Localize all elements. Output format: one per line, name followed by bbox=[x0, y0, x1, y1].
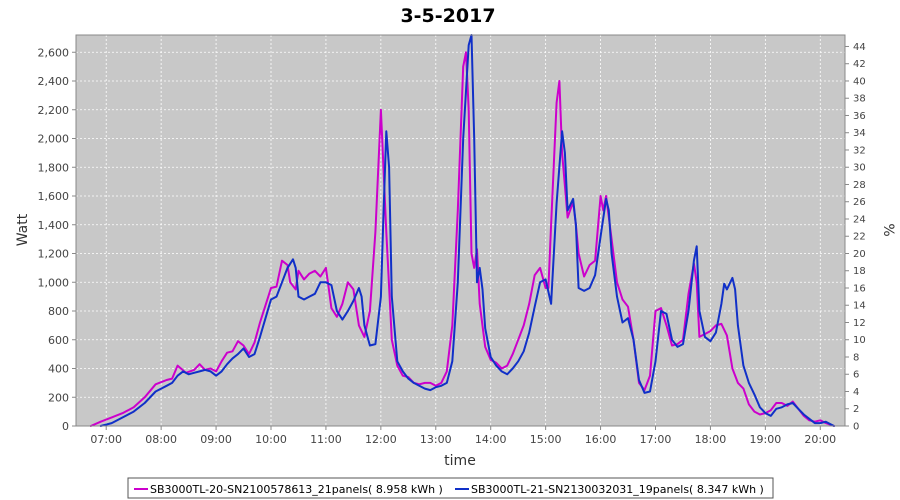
y2-tick-label: 30 bbox=[853, 163, 866, 174]
plot-border bbox=[75, 34, 846, 427]
x-tick-label: 18:00 bbox=[695, 433, 727, 446]
y-tick-label: 2,600 bbox=[38, 46, 70, 59]
y2-tick-label: 28 bbox=[853, 180, 866, 191]
y2-tick-label: 20 bbox=[853, 249, 866, 260]
y2-axis-label: % bbox=[880, 223, 896, 236]
y2-tick-label: 40 bbox=[853, 76, 866, 87]
y-tick-label: 1,200 bbox=[38, 248, 70, 261]
y-tick-label: 600 bbox=[48, 334, 69, 347]
x-tick-label: 16:00 bbox=[585, 433, 617, 446]
y-axis-right: 0246810121416182022242628303234363840424… bbox=[845, 42, 866, 433]
y2-tick-label: 0 bbox=[853, 422, 859, 433]
y2-tick-label: 24 bbox=[853, 214, 866, 225]
legend-entry-series-1: SB3000TL-20-SN2100578613_21panels( 8.958… bbox=[150, 483, 443, 496]
x-tick-label: 17:00 bbox=[640, 433, 672, 446]
x-tick-label: 20:00 bbox=[804, 433, 836, 446]
x-tick-label: 10:00 bbox=[255, 433, 287, 446]
x-tick-label: 12:00 bbox=[365, 433, 397, 446]
y2-tick-label: 44 bbox=[853, 42, 866, 53]
y-tick-label: 2,000 bbox=[38, 133, 70, 146]
y2-tick-label: 16 bbox=[853, 283, 866, 294]
series-line-1 bbox=[89, 51, 835, 427]
y2-tick-label: 34 bbox=[853, 128, 866, 139]
legend: SB3000TL-20-SN2100578613_21panels( 8.958… bbox=[127, 477, 774, 499]
y-tick-label: 1,800 bbox=[38, 161, 70, 174]
y2-tick-label: 2 bbox=[853, 404, 859, 415]
y2-tick-label: 14 bbox=[853, 301, 866, 312]
y2-tick-label: 6 bbox=[853, 370, 859, 381]
x-axis-label: time bbox=[444, 453, 476, 469]
x-tick-label: 11:00 bbox=[310, 433, 342, 446]
series-line-2 bbox=[99, 34, 835, 427]
y-tick-label: 200 bbox=[48, 391, 69, 404]
x-tick-label: 09:00 bbox=[200, 433, 232, 446]
y2-tick-label: 12 bbox=[853, 318, 866, 329]
legend-entry-series-2: SB3000TL-21-SN2130032031_19panels( 8.347… bbox=[471, 483, 764, 496]
x-tick-label: 14:00 bbox=[475, 433, 507, 446]
x-tick-label: 07:00 bbox=[90, 433, 122, 446]
y2-tick-label: 8 bbox=[853, 352, 859, 363]
y-tick-label: 2,400 bbox=[38, 75, 70, 88]
x-tick-label: 13:00 bbox=[420, 433, 452, 446]
y-tick-label: 1,400 bbox=[38, 219, 70, 232]
y-tick-label: 400 bbox=[48, 363, 69, 376]
y2-tick-label: 42 bbox=[853, 59, 866, 70]
y2-tick-label: 36 bbox=[853, 111, 866, 122]
y2-tick-label: 38 bbox=[853, 94, 866, 105]
y-tick-label: 1,000 bbox=[38, 276, 70, 289]
y2-tick-label: 4 bbox=[853, 387, 859, 398]
y-axis-left: 0 200 400 600 800 1,000 1,200 1,400 1,600 1,800 2,… bbox=[38, 46, 76, 433]
series-layer bbox=[89, 34, 835, 427]
x-tick-label: 19:00 bbox=[750, 433, 782, 446]
x-tick-label: 15:00 bbox=[530, 433, 562, 446]
y2-tick-label: 18 bbox=[853, 266, 866, 277]
y-tick-label: 0 bbox=[62, 420, 69, 433]
y2-tick-label: 32 bbox=[853, 145, 866, 156]
y2-tick-label: 22 bbox=[853, 232, 866, 243]
y2-tick-label: 26 bbox=[853, 197, 866, 208]
chart-title: 3-5-2017 bbox=[400, 5, 495, 27]
y-tick-label: 800 bbox=[48, 305, 69, 318]
y-axis-label: Watt bbox=[15, 213, 31, 246]
y-tick-label: 2,200 bbox=[38, 104, 70, 117]
x-axis: 07:00 08:00 09:00 10:00 11:00 12:00 13:00 14:00… bbox=[90, 426, 836, 446]
y-tick-label: 1,600 bbox=[38, 190, 70, 203]
y2-tick-label: 10 bbox=[853, 335, 866, 346]
legend-box bbox=[127, 477, 774, 499]
x-tick-label: 08:00 bbox=[145, 433, 177, 446]
